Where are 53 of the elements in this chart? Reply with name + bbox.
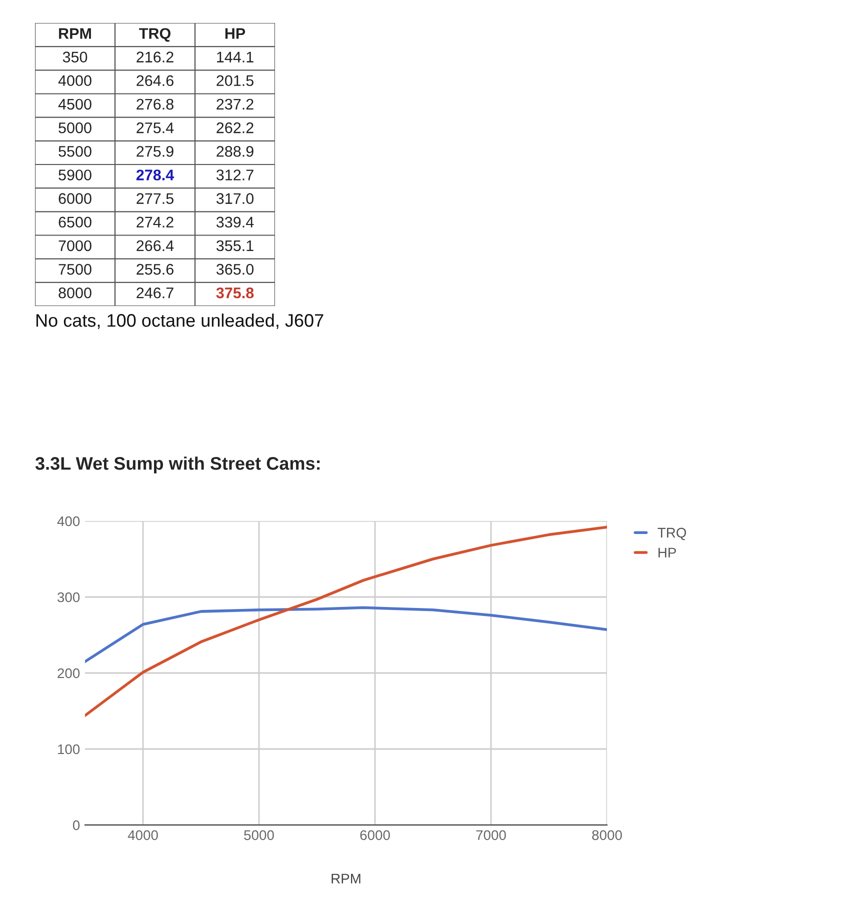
x-tick-label: 7000 bbox=[476, 830, 506, 840]
category-label: TRQ bbox=[139, 28, 170, 42]
text: 201.5 bbox=[216, 75, 254, 86]
text: 275.9 bbox=[136, 146, 174, 157]
text: 216.2 bbox=[136, 52, 174, 62]
category-label: HP bbox=[225, 28, 246, 39]
text: 7000 bbox=[58, 240, 92, 252]
text: 277.5 bbox=[136, 193, 174, 204]
text: 246.7 bbox=[136, 287, 174, 298]
y-tick-label: 100 bbox=[58, 744, 80, 754]
y-tick-label: 0 bbox=[72, 820, 80, 830]
text: 6500 bbox=[58, 216, 92, 228]
chart-title: 3.3L Wet Sump with Street Cams: bbox=[35, 456, 320, 474]
text: 375.8 bbox=[216, 287, 254, 298]
y-tick-label: 200 bbox=[58, 668, 80, 678]
text: 288.9 bbox=[216, 146, 254, 157]
text: 255.6 bbox=[136, 264, 174, 275]
x-tick-label: 8000 bbox=[592, 830, 622, 840]
text: 237.2 bbox=[216, 98, 254, 110]
text: 264.6 bbox=[136, 75, 174, 86]
line-series bbox=[85, 606, 607, 663]
x-tick-label: 5000 bbox=[244, 830, 274, 840]
y-tick-label: 400 bbox=[57, 516, 80, 526]
text: 4500 bbox=[58, 98, 92, 110]
text: 262.2 bbox=[216, 122, 254, 134]
text: No cats, 100 octane unleaded, J607 bbox=[36, 314, 324, 329]
text: 276.8 bbox=[136, 98, 174, 110]
x-axis-title: RPM bbox=[332, 874, 360, 884]
legend-label: TRQ bbox=[658, 528, 686, 540]
text: 144.1 bbox=[217, 52, 254, 62]
text: 278.4 bbox=[136, 170, 174, 180]
text: 5500 bbox=[58, 146, 92, 157]
x-tick-label: 6000 bbox=[360, 830, 390, 840]
text: 312.7 bbox=[216, 170, 254, 180]
text: 5000 bbox=[58, 122, 92, 134]
y-tick-label: 300 bbox=[58, 592, 80, 602]
text: 350 bbox=[62, 52, 88, 62]
text: 4000 bbox=[58, 75, 92, 86]
text: 355.1 bbox=[216, 240, 254, 252]
text: 5900 bbox=[58, 170, 92, 180]
x-tick-label: 4000 bbox=[128, 830, 158, 840]
text: 275.4 bbox=[136, 122, 174, 134]
line-series bbox=[85, 526, 607, 717]
text: 274.2 bbox=[136, 216, 174, 228]
text: 317.0 bbox=[216, 193, 254, 204]
text: 266.4 bbox=[136, 240, 174, 252]
text: 7500 bbox=[58, 264, 92, 275]
text: 8000 bbox=[58, 287, 92, 298]
category-label: RPM bbox=[59, 28, 91, 39]
text: 6000 bbox=[58, 193, 92, 204]
legend-label: HP bbox=[658, 548, 676, 558]
text: 339.4 bbox=[216, 216, 254, 228]
text: 365.0 bbox=[216, 264, 254, 275]
